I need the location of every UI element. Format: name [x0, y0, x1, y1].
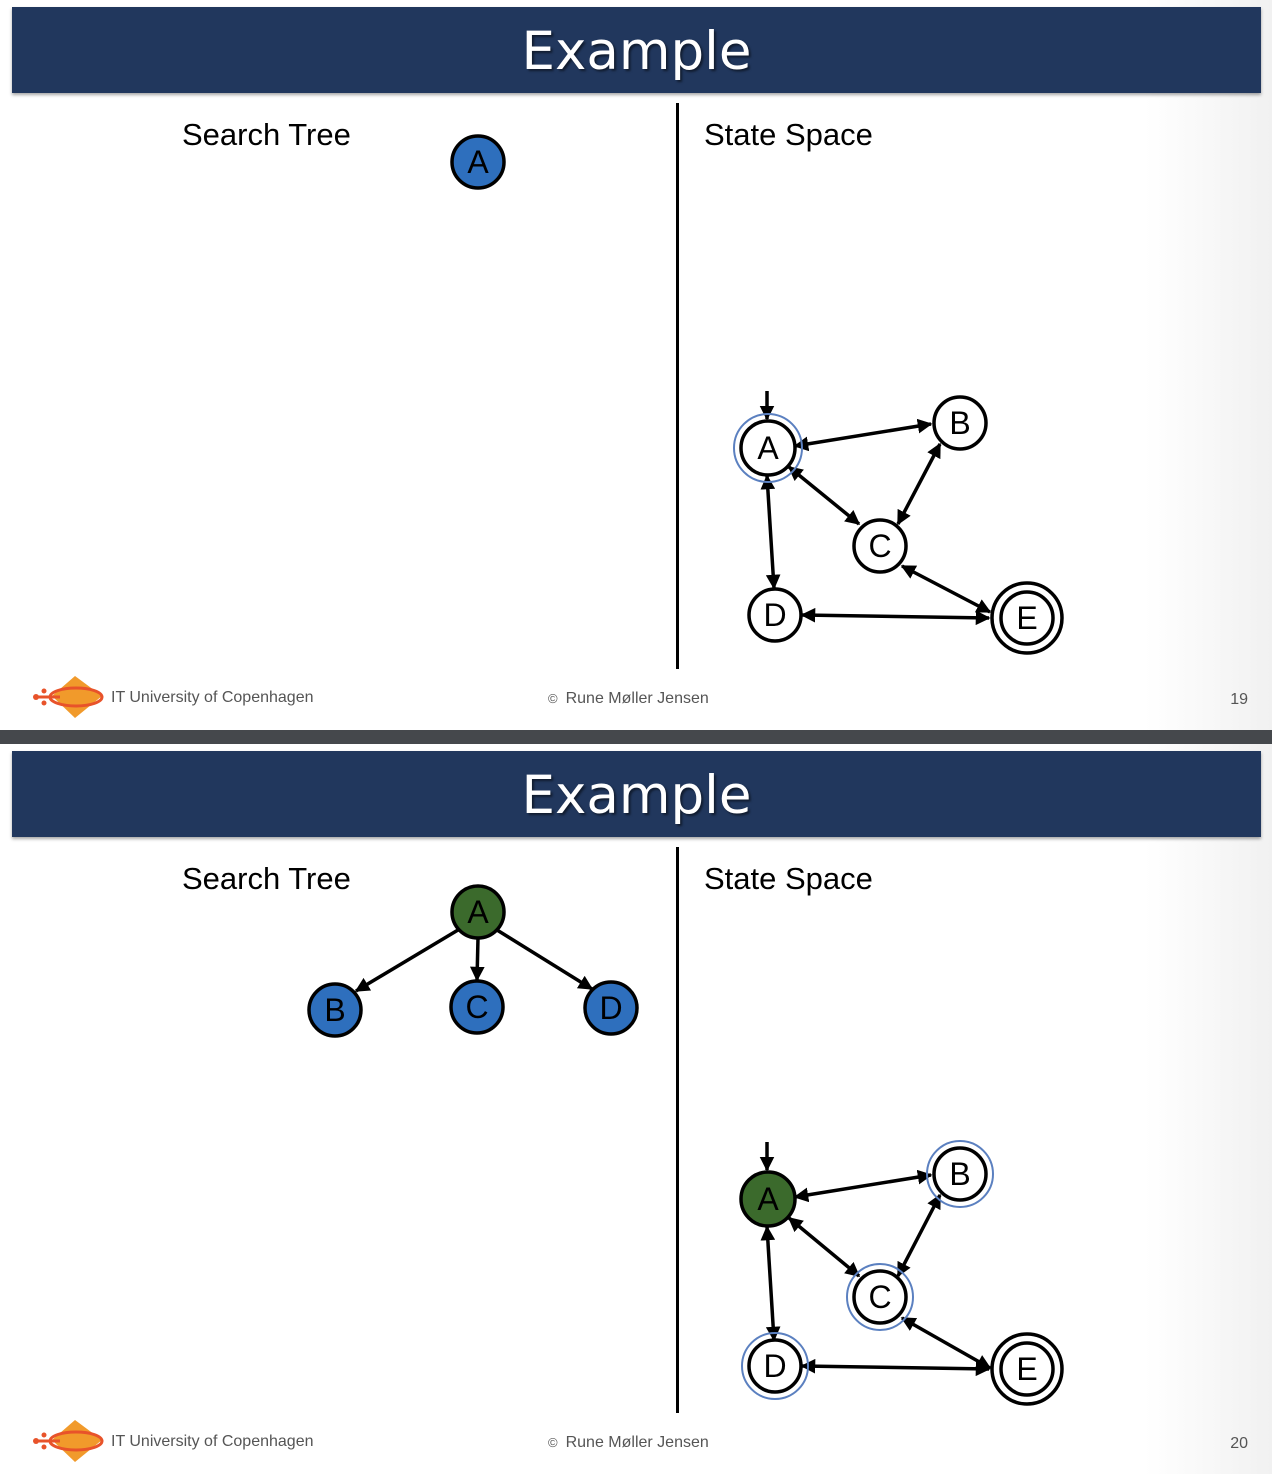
- state-node-d: D: [747, 587, 803, 643]
- footer-copyright: © Rune Møller Jensen: [548, 1434, 709, 1452]
- edge-a-c: [787, 465, 861, 526]
- search-tree-node-d: D: [583, 980, 639, 1036]
- edge-a-b: [793, 1169, 933, 1203]
- state-node-c: C: [846, 1263, 914, 1331]
- search-tree-node-a: A: [450, 134, 506, 190]
- search-tree-edges: [354, 928, 594, 993]
- footer-university: IT University of Copenhagen: [111, 1433, 314, 1450]
- state-node-a: A: [739, 1170, 797, 1228]
- edge-a-c: [787, 1216, 861, 1278]
- panel-divider: [676, 847, 679, 1413]
- svg-text:E: E: [1016, 600, 1037, 636]
- title-bar: Example: [12, 751, 1261, 837]
- search-tree-node-a: A: [450, 884, 506, 940]
- title-bar: Example: [12, 7, 1261, 93]
- slide-19: Example Search Tree State Space A: [0, 0, 1272, 730]
- svg-text:A: A: [467, 894, 489, 930]
- state-node-e-goal: E: [990, 581, 1064, 655]
- edge-a-d: [760, 1225, 781, 1342]
- state-space-edges: [759, 1142, 992, 1377]
- tree-edge-a-d: [496, 928, 594, 991]
- state-space-edges: [759, 391, 992, 626]
- edge-d-e: [800, 607, 991, 626]
- itu-logo: [33, 676, 104, 718]
- slide-20: Example Search Tree State Space A B C: [0, 744, 1272, 1474]
- footer-university: IT University of Copenhagen: [111, 689, 314, 706]
- search-tree-node-b: B: [307, 982, 363, 1038]
- svg-text:D: D: [763, 597, 786, 633]
- edge-b-c: [896, 1193, 942, 1278]
- svg-text:A: A: [757, 430, 779, 466]
- svg-text:C: C: [868, 528, 891, 564]
- state-node-b: B: [926, 1140, 994, 1208]
- state-node-d: D: [741, 1332, 809, 1400]
- state-space-heading: State Space: [704, 861, 873, 896]
- footer-author: Rune Møller Jensen: [565, 1434, 709, 1451]
- itu-logo: [33, 1420, 104, 1462]
- slide-separator: [0, 730, 1272, 744]
- state-space-heading: State Space: [704, 117, 873, 152]
- slide-title: Example: [521, 21, 752, 82]
- svg-text:C: C: [868, 1279, 891, 1315]
- page-number: 20: [1230, 1435, 1248, 1452]
- tree-edge-a-c: [469, 937, 485, 982]
- search-tree-heading: Search Tree: [182, 861, 351, 896]
- tree-edge-a-b: [354, 928, 459, 993]
- svg-text:B: B: [949, 1156, 970, 1192]
- svg-text:A: A: [467, 144, 489, 180]
- edge-d-e: [800, 1358, 991, 1377]
- state-node-a: A: [733, 413, 803, 483]
- edge-c-e: [900, 1316, 992, 1370]
- svg-text:E: E: [1016, 1351, 1037, 1387]
- edge-a-d: [760, 474, 781, 590]
- footer-author: Rune Møller Jensen: [565, 690, 709, 707]
- svg-text:B: B: [324, 992, 345, 1028]
- state-node-e-goal: E: [990, 1332, 1064, 1406]
- copyright-symbol: ©: [548, 1435, 558, 1450]
- svg-text:D: D: [763, 1348, 786, 1384]
- panel-divider: [676, 103, 679, 669]
- edge-c-e: [900, 564, 992, 614]
- edge-b-c: [896, 442, 942, 526]
- edge-a-b: [793, 418, 933, 452]
- page-number: 19: [1230, 691, 1248, 708]
- search-tree-node-c: C: [449, 979, 505, 1035]
- slide-20-diagram: A B C D A: [307, 884, 1064, 1406]
- slide-19-diagram: A A B C D: [450, 134, 1064, 655]
- svg-text:D: D: [599, 990, 622, 1026]
- state-node-c: C: [852, 518, 908, 574]
- slide-title: Example: [521, 765, 752, 826]
- state-node-b: B: [932, 395, 988, 451]
- svg-text:A: A: [757, 1181, 779, 1217]
- svg-text:C: C: [465, 989, 488, 1025]
- footer-copyright: © Rune Møller Jensen: [548, 690, 709, 708]
- copyright-symbol: ©: [548, 691, 558, 706]
- search-tree-heading: Search Tree: [182, 117, 351, 152]
- svg-text:B: B: [949, 405, 970, 441]
